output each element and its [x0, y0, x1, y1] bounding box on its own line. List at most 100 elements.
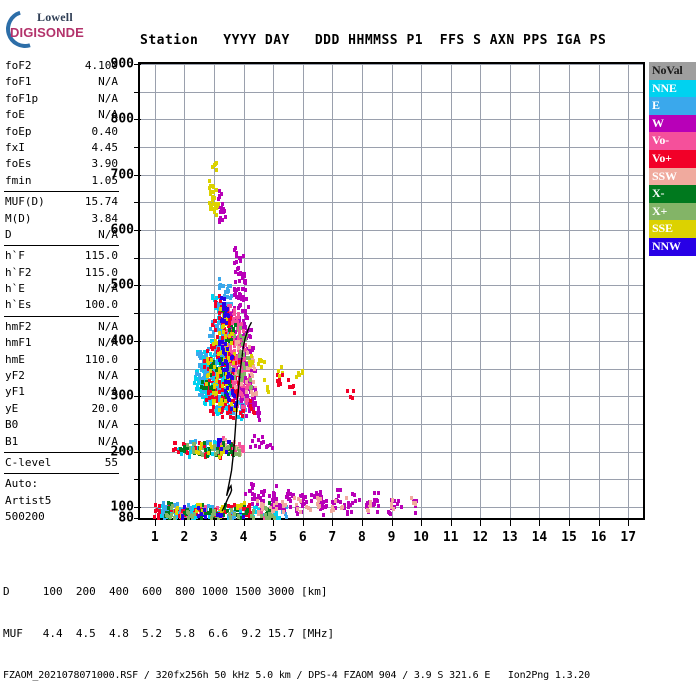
y-axis-label: 700 [110, 167, 134, 183]
echo-point [211, 447, 215, 452]
echo-point [245, 390, 249, 395]
echo-point [229, 301, 233, 306]
echo-point [221, 505, 225, 510]
echo-point [174, 514, 178, 519]
echo-point [218, 210, 222, 215]
ionogram-plot-area[interactable] [138, 62, 645, 521]
echo-point [207, 451, 211, 456]
echo-point [250, 354, 254, 359]
echo-point [247, 406, 251, 411]
echo-point [242, 515, 246, 520]
echo-point [171, 503, 175, 508]
echo-point [198, 451, 202, 456]
echo-point [154, 502, 158, 507]
x-axis-tick [213, 520, 215, 526]
echo-point [295, 511, 299, 516]
legend-swatch-ssw[interactable]: SSW [649, 167, 696, 186]
param-label: C-level [5, 455, 52, 469]
legend-swatch-nne[interactable]: NNE [649, 79, 696, 98]
echo-point [222, 296, 226, 301]
echo-point [218, 402, 222, 407]
echo-point [387, 510, 391, 515]
legend-swatch-sse[interactable]: SSE [649, 220, 696, 238]
legend-swatch-x-[interactable]: X- [649, 185, 696, 203]
echo-point [207, 392, 211, 397]
echo-point [228, 365, 232, 370]
param-row: h`E N/A [2, 281, 120, 297]
echo-point [253, 386, 257, 391]
legend-label: NNW [652, 238, 681, 253]
echo-point [364, 505, 368, 510]
echo-point [196, 382, 200, 387]
echo-point [200, 392, 204, 397]
echo-point [213, 383, 217, 388]
x-axis-tick [391, 520, 393, 526]
echo-point [215, 161, 219, 166]
echo-point [228, 384, 232, 389]
echo-point [213, 303, 217, 308]
echo-point [249, 377, 253, 382]
echo-point [223, 326, 227, 331]
echo-point [228, 373, 232, 378]
echo-point [320, 502, 324, 507]
echo-point [244, 361, 248, 366]
echo-point [390, 504, 394, 509]
echo-point [182, 443, 186, 448]
echo-point [201, 386, 205, 391]
echo-point [271, 446, 275, 451]
legend-swatch-noval[interactable]: NoVal [649, 62, 696, 80]
echo-point [297, 496, 301, 501]
legend-swatch-w[interactable]: W [649, 114, 696, 133]
echo-point [370, 501, 374, 506]
echo-point [209, 439, 213, 444]
echo-point [244, 343, 248, 348]
legend-swatch-nnw[interactable]: NNW [649, 237, 696, 256]
echo-point [243, 331, 247, 336]
echo-point [286, 377, 290, 382]
echo-point [235, 508, 239, 513]
x-axis-label: 4 [239, 530, 248, 545]
echo-point [321, 513, 325, 518]
echo-point [216, 351, 220, 356]
echo-point [208, 204, 212, 209]
echo-point [157, 509, 161, 514]
echo-point [215, 203, 219, 208]
echo-point [204, 369, 208, 374]
grid-line-horizontal [140, 257, 643, 259]
param-row: foEs 3.90 [2, 156, 120, 172]
echo-point [230, 341, 234, 346]
legend-swatch-e[interactable]: E [649, 97, 696, 115]
param-label: foE [5, 108, 25, 122]
echo-point [249, 374, 253, 379]
echo-point [207, 361, 211, 366]
echo-point [212, 387, 216, 392]
x-axis-tick [569, 520, 571, 526]
legend-swatch-vo-[interactable]: Vo- [649, 132, 696, 150]
echo-point [282, 510, 286, 515]
echo-point [158, 503, 162, 508]
echo-point [216, 372, 220, 377]
echo-point [208, 368, 212, 373]
legend-swatch-vo-[interactable]: Vo+ [649, 149, 696, 168]
echo-point [233, 290, 237, 295]
echo-point [237, 336, 240, 341]
param-label: hmF2 [5, 319, 32, 333]
echo-point [241, 328, 245, 333]
echo-point [238, 442, 242, 447]
echo-point [221, 350, 225, 355]
param-value: N/A [98, 369, 118, 383]
echo-point [230, 331, 234, 336]
echo-point [368, 499, 372, 504]
echo-point [245, 356, 249, 361]
echo-point [255, 391, 259, 396]
echo-point [211, 411, 215, 416]
legend-swatch-x-[interactable]: X+ [649, 202, 696, 221]
echo-point [229, 348, 233, 353]
param-value: N/A [98, 336, 118, 350]
echo-point [275, 504, 279, 509]
echo-point [247, 348, 251, 353]
grid-line-horizontal [140, 396, 643, 398]
echo-point [261, 502, 265, 507]
echo-point [224, 447, 228, 452]
legend-label: X- [652, 186, 665, 201]
